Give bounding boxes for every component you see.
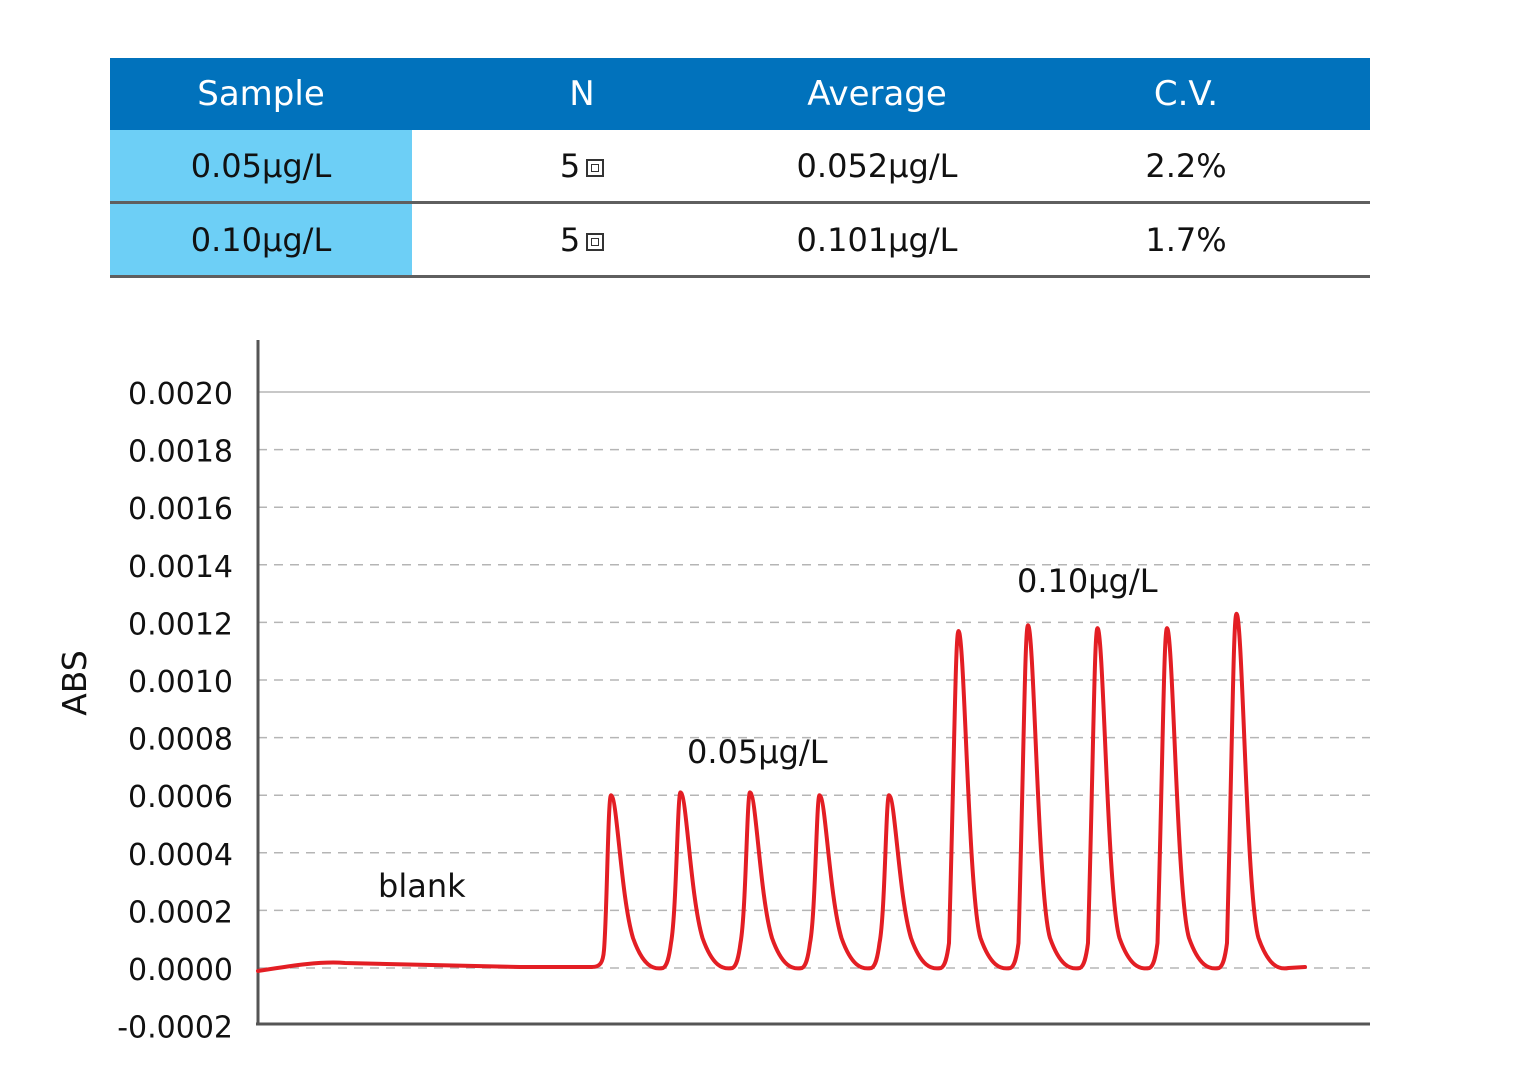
header-average: Average — [752, 58, 1002, 130]
n-cell: 5 — [412, 202, 752, 278]
results-table: Sample N Average C.V. 0.05μg/L 5 0.052μg… — [110, 58, 1370, 278]
table-header-row: Sample N Average C.V. — [110, 58, 1370, 130]
y-tick-label: 0.0008 — [128, 723, 233, 758]
table-row: 0.05μg/L 5 0.052μg/L 2.2% — [110, 130, 1370, 204]
n-value: 5 — [559, 146, 581, 185]
y-tick-label: 0.0006 — [128, 780, 233, 815]
sample-cell: 0.05μg/L — [110, 130, 412, 204]
y-tick-label: 0.0016 — [128, 492, 233, 527]
annotation-005: 0.05μg/L — [687, 733, 828, 771]
abs-chart: 0.0020 0.0018 0.0016 0.0014 0.0012 0.0010 0.00… — [55, 340, 1370, 1046]
square-icon — [586, 232, 605, 251]
y-tick-label: 0.0018 — [128, 435, 233, 470]
header-cv: C.V. — [1002, 58, 1370, 130]
y-tick-label: 0.0002 — [128, 895, 233, 930]
sample-cell: 0.10μg/L — [110, 202, 412, 278]
n-cell: 5 — [412, 130, 752, 204]
y-tick-label: 0.0012 — [128, 607, 233, 642]
square-icon — [586, 158, 605, 177]
y-tick-label: 0.0020 — [128, 377, 233, 412]
average-cell: 0.052μg/L — [752, 130, 1002, 204]
annotation-010: 0.10μg/L — [1017, 562, 1158, 600]
average-cell: 0.101μg/L — [752, 202, 1002, 278]
annotation-blank: blank — [378, 867, 466, 905]
y-tick-label: 0.0010 — [128, 665, 233, 700]
header-n: N — [412, 58, 752, 130]
y-axis-label: ABS — [55, 650, 94, 716]
y-tick-label: 0.0004 — [128, 838, 233, 873]
cv-cell: 2.2% — [1002, 130, 1370, 204]
y-tick-label: 0.0014 — [128, 550, 233, 585]
cv-cell: 1.7% — [1002, 202, 1370, 278]
header-sample: Sample — [110, 58, 412, 130]
table-row: 0.10μg/L 5 0.101μg/L 1.7% — [110, 202, 1370, 278]
y-tick-label: -0.0002 — [117, 1011, 233, 1046]
signal-series-line — [256, 611, 1307, 973]
n-value: 5 — [559, 220, 581, 259]
y-tick-label: 0.0000 — [128, 953, 233, 988]
